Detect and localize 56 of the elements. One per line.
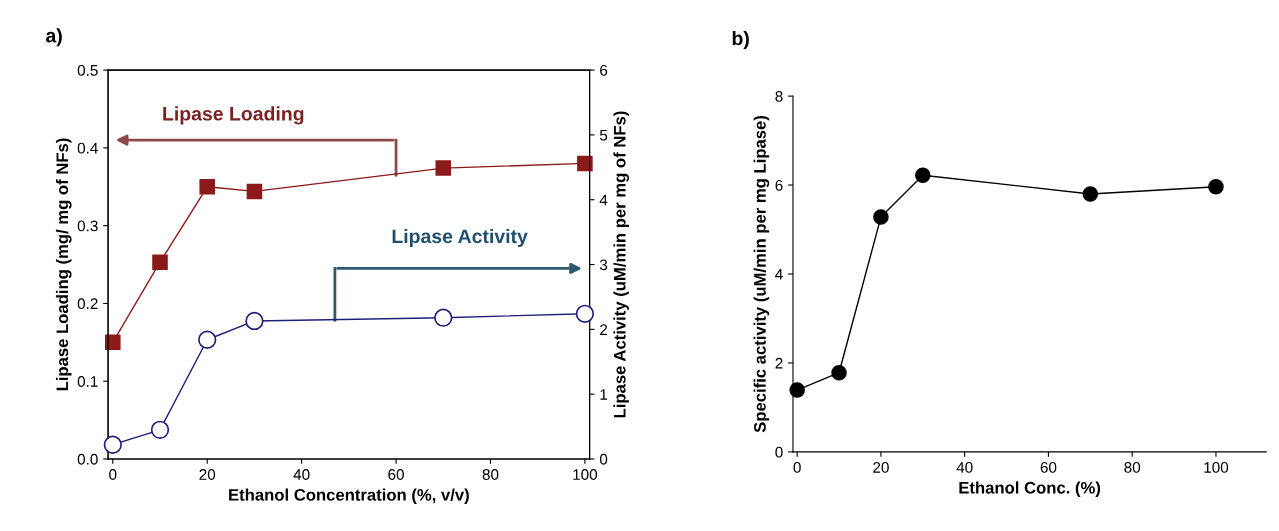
x-tick-label: 60: [388, 469, 404, 480]
x-axis-title: Ethanol Conc. (%): [959, 481, 1101, 497]
chart-title: b): [732, 30, 749, 50]
point: [575, 304, 595, 323]
x-tick-label: 100: [573, 469, 598, 480]
x-axis-title: Ethanol Concentration (%, v/v): [229, 488, 469, 505]
point: [915, 167, 931, 184]
y-tick-label: 0: [775, 446, 783, 458]
y-tick-label: 2: [775, 357, 783, 369]
annotation: Lipase Activity: [392, 228, 528, 248]
x-tick-label: 80: [1124, 462, 1141, 473]
y-axis-title: Specific activity (uM/min per mg Lipase): [753, 115, 770, 433]
y-tick-label: 6: [775, 179, 783, 191]
y2-tick-label: 0: [599, 453, 608, 465]
point: [245, 311, 264, 331]
x-tick-label: 20: [199, 469, 216, 480]
point: [434, 308, 453, 327]
x-tick-label: 100: [1204, 462, 1229, 473]
point: [1208, 179, 1224, 195]
point: [246, 183, 263, 200]
y2-tick-label: 1: [600, 389, 608, 400]
point: [152, 254, 168, 270]
y-tick-label: 4: [775, 269, 783, 280]
chart-title: a): [46, 28, 62, 47]
point: [150, 420, 170, 439]
x-tick-label: 40: [956, 462, 973, 473]
point: [577, 155, 593, 172]
y2-tick-label: 3: [599, 259, 608, 271]
point: [103, 435, 122, 454]
point: [198, 330, 217, 349]
x-tick-label: 80: [482, 469, 499, 480]
y-tick-label: 0.3: [77, 220, 98, 232]
y-tick-label: 0.4: [77, 142, 98, 154]
y2-tick-label: 4: [599, 194, 608, 206]
point: [1082, 186, 1099, 202]
x-tick-label: 0: [793, 462, 801, 473]
point: [435, 160, 452, 176]
point: [199, 178, 215, 195]
y-tick-label: 0.2: [77, 298, 98, 310]
y-tick-label: 8: [775, 90, 783, 102]
point: [873, 209, 889, 225]
y2-tick-label: 2: [600, 324, 608, 335]
y2-tick-label: 5: [599, 129, 608, 141]
y-axis-title: Lipase Loading (mg/ mg of NFs): [55, 138, 72, 391]
x-tick-label: 20: [873, 462, 889, 473]
point: [831, 364, 847, 381]
y2-tick-label: 6: [600, 64, 608, 76]
point: [789, 382, 805, 398]
x-tick-label: 40: [293, 469, 310, 480]
y-tick-label: 0.0: [77, 453, 98, 465]
y2-axis-title: Lipase Activity (uM/min per mg of NFs): [613, 111, 629, 418]
x-tick-label: 0: [109, 469, 117, 480]
y-tick-label: 0.5: [77, 64, 98, 76]
annotation: Lipase Loading: [163, 106, 304, 125]
x-tick-label: 60: [1040, 462, 1057, 473]
y-tick-label: 0.1: [77, 376, 98, 387]
